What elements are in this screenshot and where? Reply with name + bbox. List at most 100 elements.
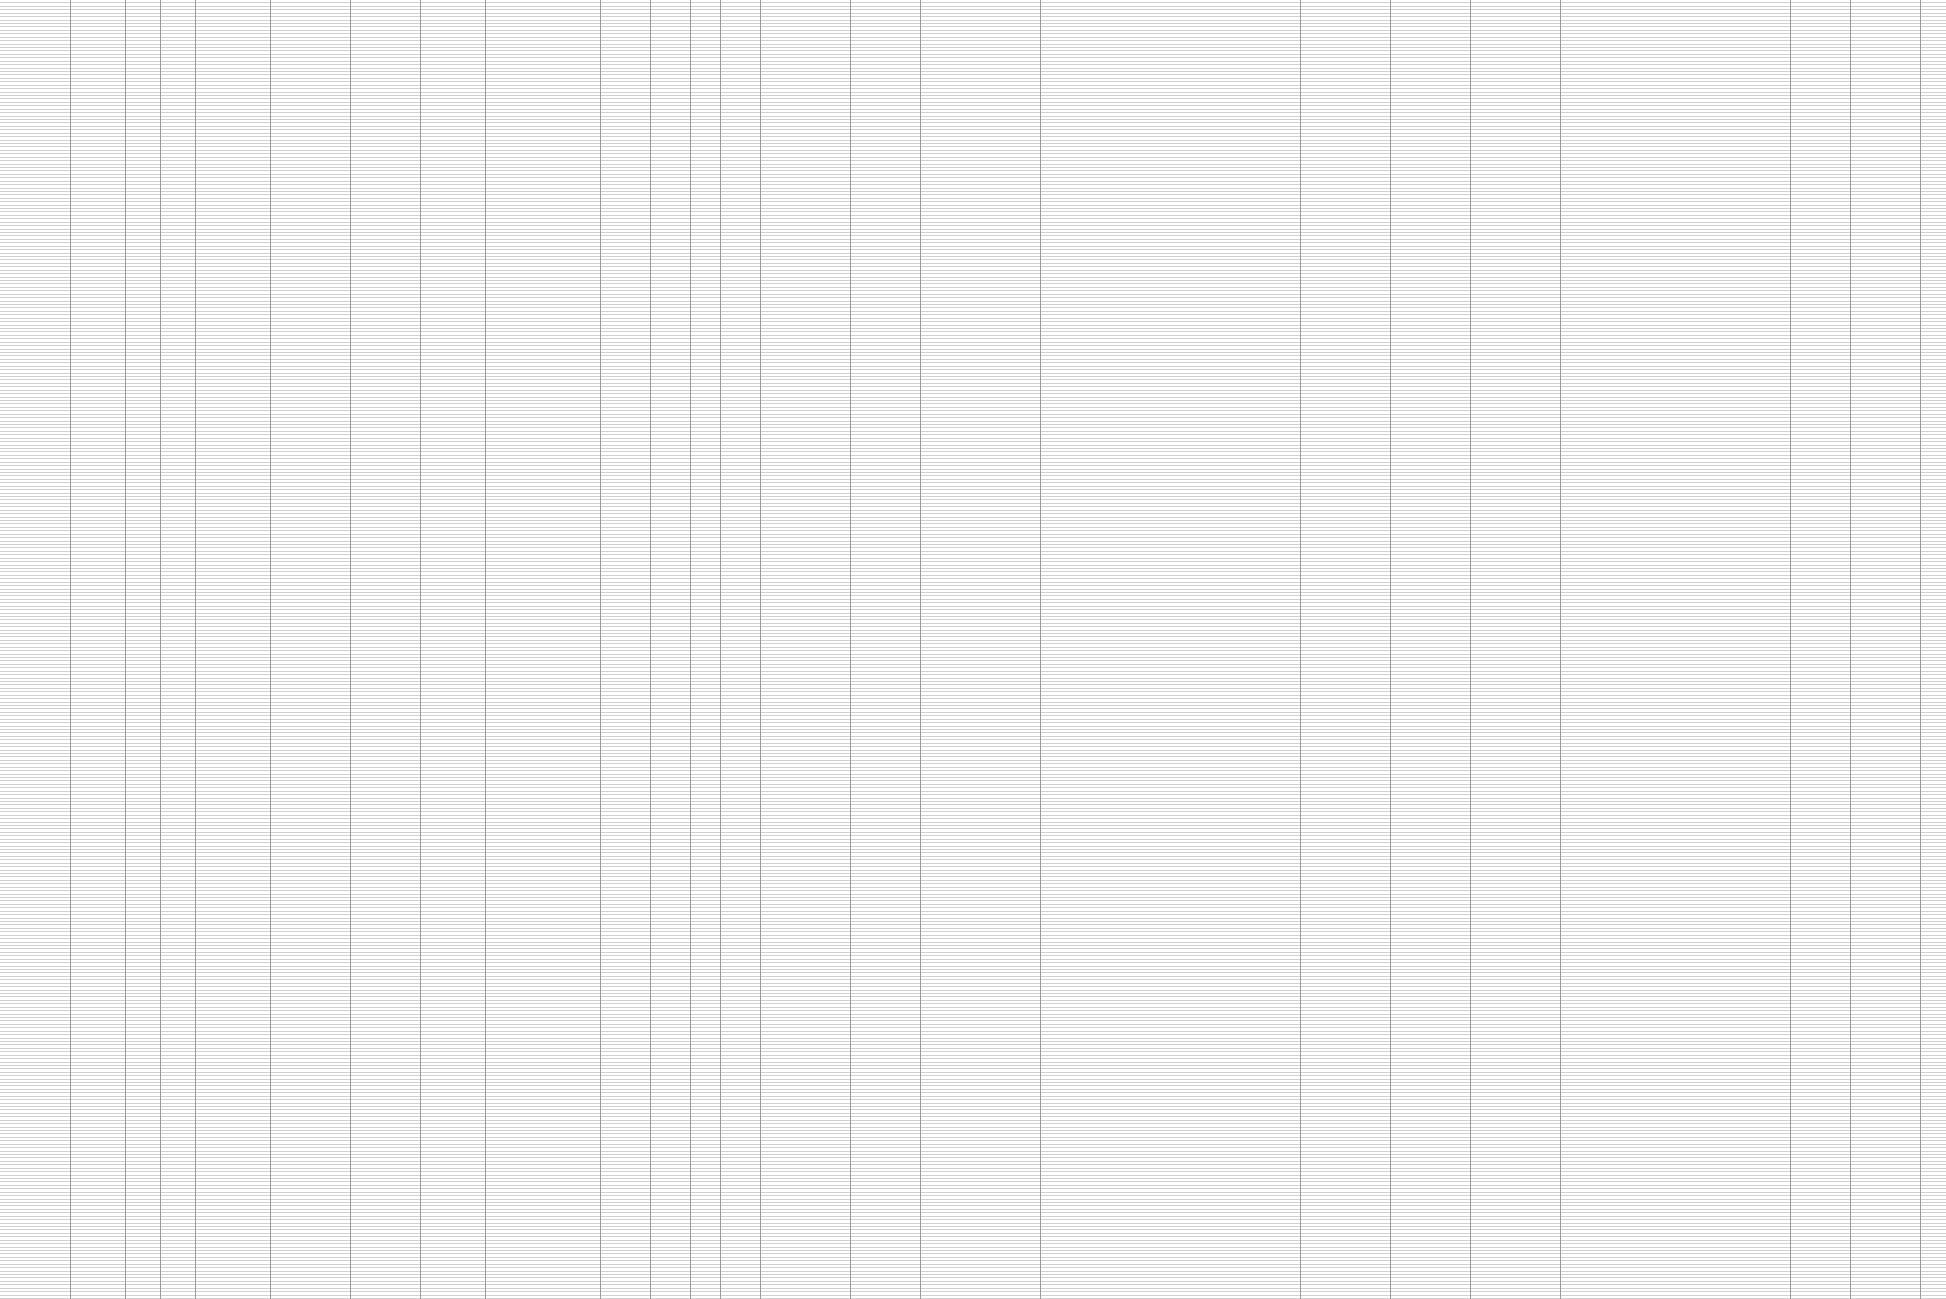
table-cell[interactable] bbox=[1040, 55, 1300, 57]
table-cell[interactable] bbox=[1850, 106, 1920, 108]
table-cell[interactable] bbox=[920, 79, 1040, 81]
table-cell[interactable] bbox=[920, 24, 1040, 26]
table-cell[interactable] bbox=[485, 260, 600, 262]
table-cell[interactable] bbox=[350, 86, 420, 88]
table-cell[interactable] bbox=[600, 250, 650, 252]
table-cell[interactable] bbox=[720, 243, 760, 245]
table-cell[interactable] bbox=[1040, 199, 1300, 201]
table-cell[interactable] bbox=[600, 267, 650, 269]
table-cell[interactable] bbox=[350, 281, 420, 283]
table-cell[interactable] bbox=[760, 45, 850, 47]
table-cell[interactable] bbox=[70, 154, 125, 156]
table-cell[interactable] bbox=[1390, 230, 1470, 232]
table-cell[interactable] bbox=[1300, 3, 1390, 5]
table-cell[interactable] bbox=[920, 151, 1040, 153]
table-cell[interactable] bbox=[1850, 247, 1920, 249]
table-cell[interactable] bbox=[1850, 93, 1920, 95]
table-cell[interactable] bbox=[1850, 219, 1920, 221]
table-cell[interactable] bbox=[270, 103, 350, 105]
table-cell[interactable] bbox=[690, 240, 720, 242]
table-cell[interactable] bbox=[160, 189, 195, 191]
table-cell[interactable] bbox=[1470, 24, 1560, 26]
table-cell[interactable] bbox=[1390, 192, 1470, 194]
table-cell[interactable] bbox=[720, 0, 760, 2]
table-cell[interactable] bbox=[485, 69, 600, 71]
table-cell[interactable] bbox=[690, 168, 720, 170]
table-cell[interactable] bbox=[850, 230, 920, 232]
table-cell[interactable] bbox=[195, 65, 270, 67]
table-cell[interactable] bbox=[760, 96, 850, 98]
table-cell[interactable] bbox=[650, 250, 690, 252]
table-cell[interactable] bbox=[0, 206, 70, 208]
table-cell[interactable] bbox=[1920, 123, 1946, 125]
table-cell[interactable] bbox=[350, 178, 420, 180]
table-cell[interactable] bbox=[1850, 130, 1920, 132]
table-cell[interactable] bbox=[1390, 178, 1470, 180]
table-cell[interactable] bbox=[70, 257, 125, 259]
table-cell[interactable] bbox=[600, 58, 650, 60]
table-cell[interactable] bbox=[270, 260, 350, 262]
table-cell[interactable] bbox=[0, 178, 70, 180]
table-cell[interactable] bbox=[160, 45, 195, 47]
table-cell[interactable] bbox=[920, 10, 1040, 12]
table-cell[interactable] bbox=[1850, 103, 1920, 105]
table-cell[interactable] bbox=[1850, 137, 1920, 139]
table-cell[interactable] bbox=[1040, 141, 1300, 143]
table-cell[interactable] bbox=[1920, 27, 1946, 29]
table-cell[interactable] bbox=[920, 209, 1040, 211]
table-cell[interactable] bbox=[125, 165, 160, 167]
table-cell[interactable] bbox=[1040, 281, 1300, 283]
table-cell[interactable] bbox=[600, 45, 650, 47]
table-cell[interactable] bbox=[1790, 226, 1850, 228]
table-cell[interactable] bbox=[850, 254, 920, 256]
table-cell[interactable] bbox=[270, 72, 350, 74]
table-cell[interactable] bbox=[1300, 278, 1390, 280]
table-cell[interactable] bbox=[270, 10, 350, 12]
table-cell[interactable] bbox=[1300, 267, 1390, 269]
table-cell[interactable] bbox=[1040, 216, 1300, 218]
table-cell[interactable] bbox=[850, 288, 920, 290]
table-cell[interactable] bbox=[1560, 185, 1790, 187]
table-cell[interactable] bbox=[350, 93, 420, 95]
table-cell[interactable] bbox=[600, 10, 650, 12]
table-cell[interactable] bbox=[0, 113, 70, 115]
table-cell[interactable] bbox=[720, 86, 760, 88]
table-cell[interactable] bbox=[650, 127, 690, 129]
table-cell[interactable] bbox=[1850, 236, 1920, 238]
table-cell[interactable] bbox=[1390, 161, 1470, 163]
table-cell[interactable] bbox=[1790, 82, 1850, 84]
table-cell[interactable] bbox=[270, 7, 350, 9]
table-cell[interactable] bbox=[690, 79, 720, 81]
table-cell[interactable] bbox=[760, 38, 850, 40]
table-cell[interactable] bbox=[195, 120, 270, 122]
table-cell[interactable] bbox=[1790, 96, 1850, 98]
table-cell[interactable] bbox=[160, 3, 195, 5]
table-cell[interactable] bbox=[485, 58, 600, 60]
table-cell[interactable] bbox=[1300, 27, 1390, 29]
table-cell[interactable] bbox=[1390, 21, 1470, 23]
table-cell[interactable] bbox=[600, 254, 650, 256]
table-cell[interactable] bbox=[920, 141, 1040, 143]
table-cell[interactable] bbox=[1790, 161, 1850, 163]
table-cell[interactable] bbox=[70, 254, 125, 256]
table-cell[interactable] bbox=[270, 24, 350, 26]
table-cell[interactable] bbox=[650, 236, 690, 238]
table-cell[interactable] bbox=[690, 137, 720, 139]
table-cell[interactable] bbox=[650, 240, 690, 242]
table-cell[interactable] bbox=[0, 284, 70, 286]
table-cell[interactable] bbox=[760, 240, 850, 242]
table-cell[interactable] bbox=[1560, 82, 1790, 84]
table-cell[interactable] bbox=[1850, 69, 1920, 71]
table-cell[interactable] bbox=[350, 158, 420, 160]
table-cell[interactable] bbox=[760, 103, 850, 105]
table-cell[interactable] bbox=[420, 161, 485, 163]
table-cell[interactable] bbox=[850, 216, 920, 218]
table-cell[interactable] bbox=[1790, 89, 1850, 91]
table-cell[interactable] bbox=[160, 51, 195, 53]
table-cell[interactable] bbox=[1790, 171, 1850, 173]
table-cell[interactable] bbox=[1300, 298, 1390, 300]
table-cell[interactable] bbox=[125, 189, 160, 191]
table-cell[interactable] bbox=[1040, 0, 1300, 2]
table-cell[interactable] bbox=[720, 274, 760, 276]
table-cell[interactable] bbox=[420, 213, 485, 215]
